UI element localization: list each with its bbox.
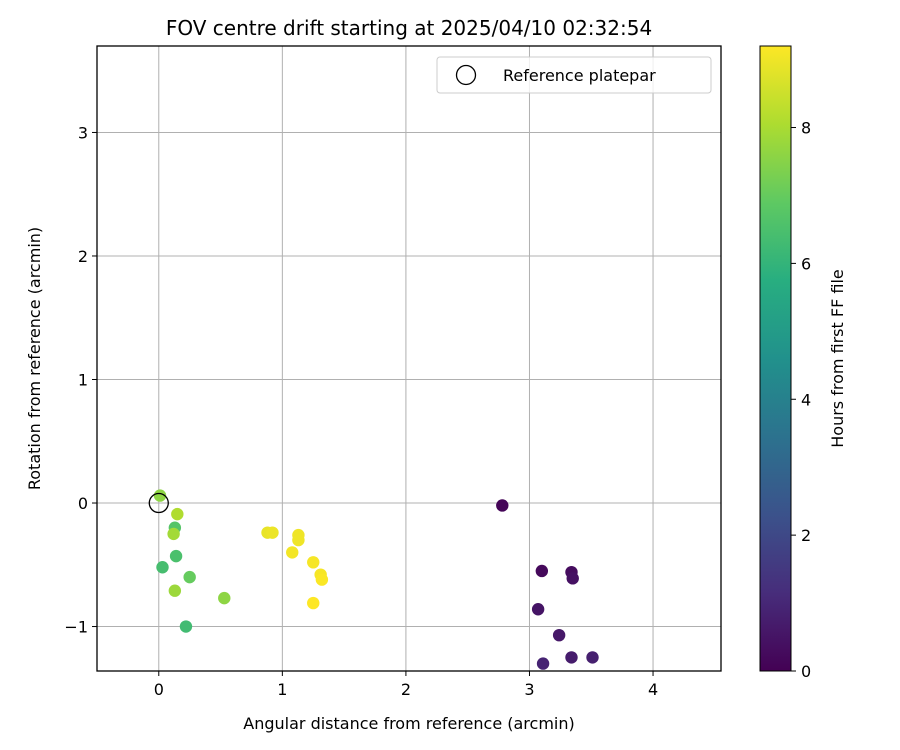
- scatter-point: [315, 573, 329, 586]
- y-tick-label: 1: [78, 370, 88, 389]
- scatter-point: [531, 603, 545, 616]
- y-axis-ticks: −1 0 1 2 3: [64, 123, 97, 637]
- scatter-point: [169, 549, 183, 563]
- colorbar-ticks: 0 2 4 6 8: [791, 119, 811, 681]
- y-axis-label: Rotation from reference (arcmin): [25, 227, 44, 490]
- legend-label-reference-platepar: Reference platepar: [503, 66, 656, 85]
- chart-title: FOV centre drift starting at 2025/04/10 …: [166, 16, 652, 40]
- x-tick-label: 0: [154, 680, 164, 699]
- scatter-point: [566, 572, 579, 585]
- scatter-point: [565, 651, 578, 664]
- scatter-point: [156, 561, 169, 574]
- legend-open-circle-icon: [455, 64, 477, 86]
- y-tick-label: −1: [64, 618, 88, 637]
- legend: Reference platepar: [436, 56, 712, 94]
- colorbar-label: Hours from first FF file: [828, 269, 847, 448]
- y-tick-label: 2: [78, 247, 88, 266]
- scatter-point: [218, 591, 231, 605]
- colorbar: [759, 45, 792, 672]
- x-tick-label: 4: [648, 680, 658, 699]
- scatter-point: [307, 596, 320, 610]
- scatter-point: [286, 546, 299, 559]
- scatter-point: [171, 507, 184, 521]
- scatter-point: [183, 570, 196, 584]
- scatter-point: [168, 584, 182, 597]
- x-axis-label: Angular distance from reference (arcmin): [243, 714, 574, 733]
- y-tick-label: 0: [78, 494, 88, 513]
- colorbar-tick-label: 0: [801, 662, 811, 681]
- scatter-point: [535, 564, 549, 578]
- colorbar-tick-label: 4: [801, 390, 811, 409]
- plot-area-frame: [96, 45, 722, 672]
- legend-box: [436, 56, 712, 94]
- scatter-point: [586, 651, 599, 664]
- scatter-point: [552, 628, 566, 642]
- scatter-point: [266, 526, 279, 539]
- y-tick-label: 3: [78, 123, 88, 142]
- reference-platepar-marker: [148, 492, 169, 514]
- x-tick-label: 2: [401, 680, 411, 699]
- grid-lines: [97, 46, 721, 671]
- scatter-point: [153, 489, 167, 502]
- scatter-point: [292, 533, 305, 547]
- x-tick-label: 1: [277, 680, 287, 699]
- x-axis-ticks: 0 1 2 3 4: [154, 671, 658, 699]
- data-points: [153, 489, 599, 670]
- x-tick-label: 3: [524, 680, 534, 699]
- scatter-point: [536, 657, 550, 670]
- colorbar-tick-label: 8: [801, 119, 811, 138]
- scatter-point: [179, 620, 193, 633]
- scatter-point: [307, 556, 320, 569]
- scatter-point: [496, 499, 509, 512]
- colorbar-tick-label: 6: [801, 254, 811, 273]
- scatter-point: [167, 527, 180, 541]
- colorbar-tick-label: 2: [801, 526, 811, 545]
